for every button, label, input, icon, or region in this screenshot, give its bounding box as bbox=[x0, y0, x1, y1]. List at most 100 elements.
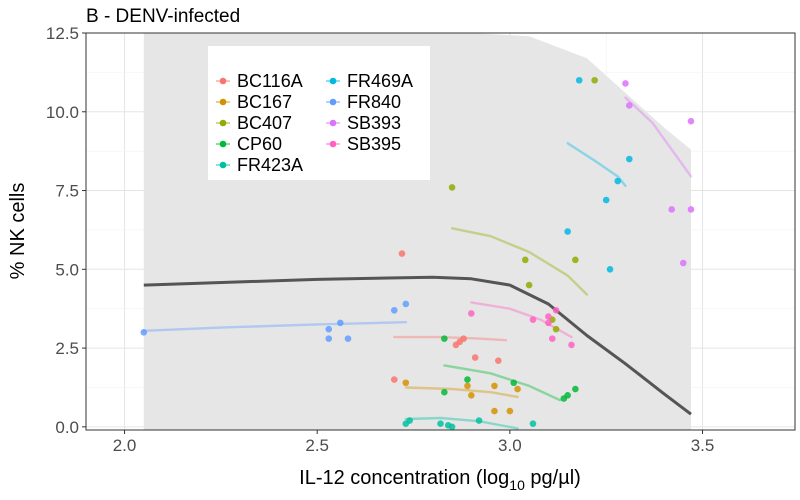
overall-fit-line-group bbox=[143, 275, 692, 416]
point-bc167 bbox=[464, 382, 471, 390]
point-bc407 bbox=[552, 325, 560, 333]
fit-line-bc167 bbox=[404, 386, 519, 399]
point-fr469a bbox=[564, 228, 571, 235]
point-bc167 bbox=[402, 379, 410, 387]
point-cp60 bbox=[441, 335, 448, 342]
chart-title: B - DENV-infected bbox=[86, 6, 240, 27]
fit-line-bc407 bbox=[450, 227, 589, 296]
legend-item-bc116a: BC116A bbox=[216, 71, 303, 91]
point-bc116a bbox=[494, 357, 502, 364]
point-fr840 bbox=[337, 319, 344, 327]
data-points bbox=[140, 76, 695, 431]
point-bc407 bbox=[448, 184, 456, 191]
fit-line-bc116a bbox=[393, 335, 508, 342]
legend-item-sb393: SB393 bbox=[326, 113, 401, 133]
point-bc116a bbox=[398, 250, 406, 257]
legend-label: SB393 bbox=[347, 113, 401, 133]
point-sb393 bbox=[622, 80, 629, 87]
point-sb395 bbox=[529, 316, 537, 324]
point-sb395 bbox=[552, 306, 560, 314]
fit-line-fr423a bbox=[404, 416, 519, 430]
legend-item-fr840: FR840 bbox=[326, 92, 401, 112]
point-fr840 bbox=[402, 300, 410, 308]
x-axis-title-prefix: IL-12 concentration (log bbox=[299, 467, 509, 489]
legend-label: CP60 bbox=[237, 134, 282, 154]
legend-key-point bbox=[219, 161, 227, 169]
point-fr840 bbox=[140, 329, 148, 336]
point-cp60 bbox=[441, 388, 448, 396]
point-sb395 bbox=[545, 319, 552, 327]
legend-item-bc407: BC407 bbox=[216, 113, 292, 133]
legend-label: FR423A bbox=[237, 155, 303, 175]
legend-key-point bbox=[219, 119, 227, 127]
legend: BC116ABC167BC407CP60FR423AFR469AFR840SB3… bbox=[208, 46, 430, 180]
point-fr469a bbox=[626, 155, 633, 163]
legend-key-point bbox=[329, 77, 337, 85]
x-axis-title: IL-12 concentration (log10 pg/µl) bbox=[299, 467, 581, 493]
point-fr423a bbox=[448, 423, 456, 431]
point-fr469a bbox=[575, 76, 583, 84]
point-fr840 bbox=[344, 335, 352, 342]
legend-label: FR840 bbox=[347, 92, 401, 112]
legend-label: BC407 bbox=[237, 113, 292, 133]
point-bc167 bbox=[506, 407, 514, 415]
point-fr423a bbox=[437, 420, 444, 427]
point-fr423a bbox=[406, 417, 413, 424]
point-bc407 bbox=[591, 76, 598, 84]
point-bc407 bbox=[572, 256, 579, 264]
point-sb393 bbox=[668, 206, 675, 213]
point-sb395 bbox=[548, 335, 556, 342]
point-fr469a bbox=[606, 266, 614, 273]
point-cp60 bbox=[572, 385, 579, 393]
series-fit-lines bbox=[142, 96, 693, 430]
y-tick-label: 12.5 bbox=[46, 24, 79, 43]
point-bc167 bbox=[468, 392, 475, 399]
point-sb393 bbox=[626, 102, 633, 109]
point-sb393 bbox=[687, 206, 695, 213]
point-fr840 bbox=[325, 325, 333, 333]
legend-label: SB395 bbox=[347, 134, 401, 154]
fit-line-sb393 bbox=[624, 96, 693, 178]
fit-line-fr469a bbox=[566, 142, 627, 187]
legend-label: BC116A bbox=[237, 71, 303, 91]
point-bc407 bbox=[525, 281, 533, 289]
legend-key-point bbox=[329, 119, 337, 127]
y-tick-label: 5.0 bbox=[55, 260, 79, 279]
point-bc116a bbox=[460, 335, 467, 342]
y-tick-label: 7.5 bbox=[55, 182, 79, 201]
fit-line-cp60 bbox=[443, 364, 562, 402]
legend-key-point bbox=[219, 77, 227, 85]
point-sb395 bbox=[468, 310, 475, 317]
legend-key-point bbox=[219, 98, 227, 106]
legend-item-fr423a: FR423A bbox=[216, 155, 303, 175]
point-fr469a bbox=[602, 196, 610, 204]
legend-item-cp60: CP60 bbox=[216, 134, 282, 154]
x-axis-title-suffix: pg/µl) bbox=[525, 467, 581, 489]
point-bc167 bbox=[491, 382, 498, 390]
point-cp60 bbox=[510, 379, 518, 387]
legend-label: BC167 bbox=[237, 92, 292, 112]
point-fr840 bbox=[325, 335, 333, 342]
point-sb393 bbox=[687, 117, 695, 125]
point-bc116a bbox=[471, 354, 479, 361]
legend-key-point bbox=[219, 140, 227, 148]
plot-border bbox=[85, 32, 796, 431]
point-fr423a bbox=[475, 417, 483, 424]
y-tick-label: 2.5 bbox=[55, 339, 79, 358]
overall-fit-line bbox=[143, 275, 692, 416]
point-bc116a bbox=[390, 376, 398, 383]
legend-item-fr469a: FR469A bbox=[326, 71, 413, 91]
point-sb395 bbox=[545, 313, 552, 320]
x-axis-ticks: 2.0 2.5 3.0 3.5 bbox=[113, 430, 715, 455]
point-fr469a bbox=[614, 177, 622, 185]
fit-line-fr840 bbox=[142, 321, 407, 332]
legend-key-point bbox=[329, 98, 337, 106]
y-axis-title: % NK cells bbox=[7, 183, 29, 280]
point-sb395 bbox=[568, 341, 575, 349]
x-tick-label: 2.5 bbox=[305, 436, 329, 455]
point-fr423a bbox=[529, 420, 537, 427]
legend-box bbox=[208, 46, 430, 180]
y-tick-label: 0.0 bbox=[55, 418, 79, 437]
x-tick-label: 3.5 bbox=[691, 436, 715, 455]
